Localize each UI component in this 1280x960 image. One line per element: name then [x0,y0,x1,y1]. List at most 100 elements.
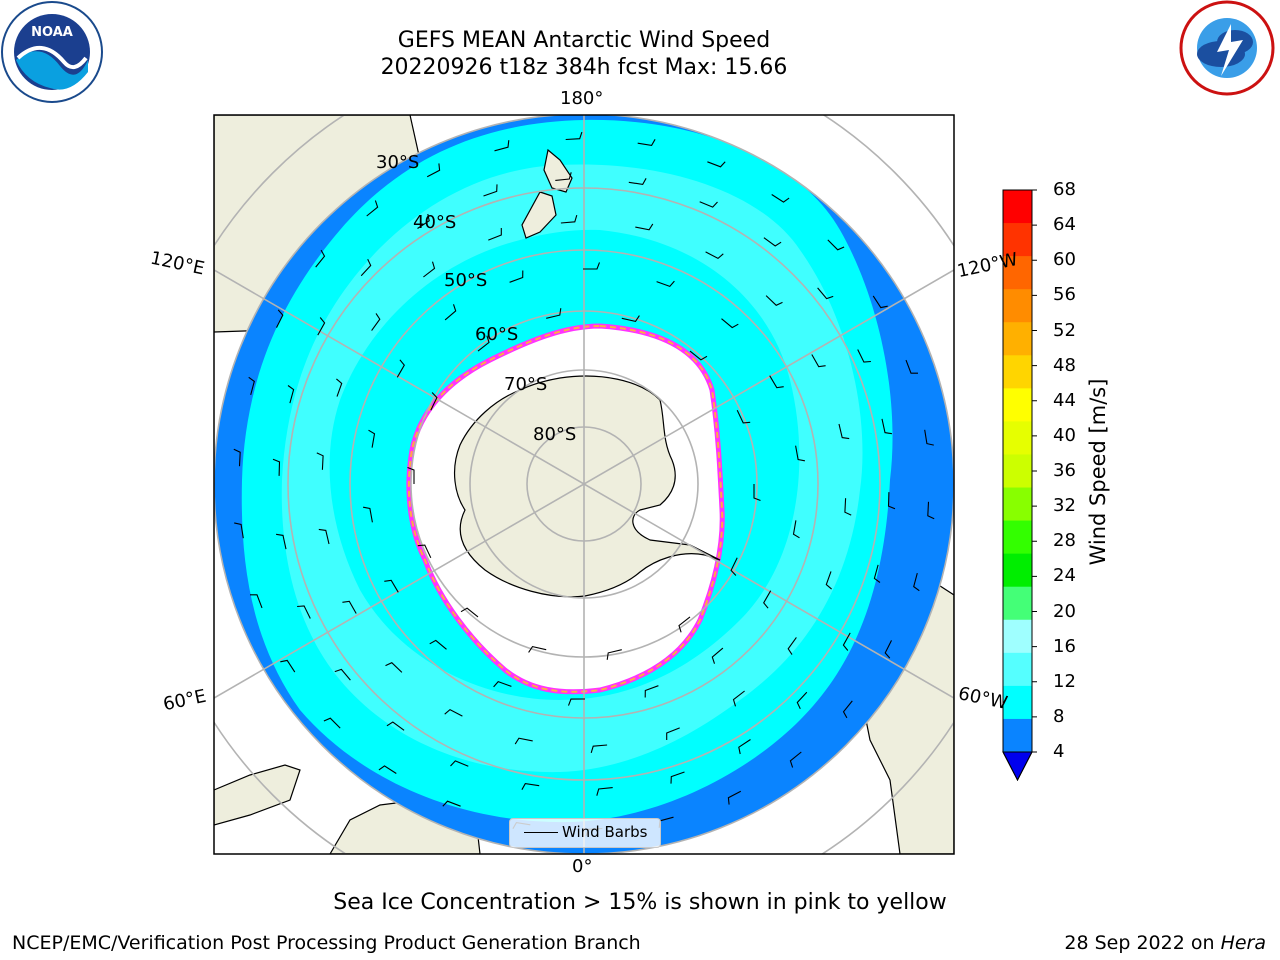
wind-barb [360,258,372,277]
wind-barb [842,632,851,651]
wind-barb [521,782,540,790]
wind-barb [927,501,935,520]
wind-barb [811,354,826,368]
colorbar-tick-label: 4 [1053,741,1065,762]
lat-label-40s: 40°S [413,212,457,233]
colorbar-tick-label: 68 [1053,179,1076,200]
colorbar-segment [1003,520,1032,555]
noaa-wordmark: NOAA [31,25,73,40]
wind-barb [272,458,281,476]
footer-date-text: 28 Sep 2022 on [1064,932,1215,954]
wind-barb [315,249,326,268]
wind-barb [386,721,405,731]
wind-barb [477,335,490,352]
wind-barb [444,708,463,717]
colorbar-segment [1003,256,1032,290]
wind-barb [430,392,438,411]
wind-barb [460,607,479,618]
wind-barb [514,737,533,745]
wind-barb [842,700,853,719]
wind-barb [378,765,397,774]
new-zealand-landmass [521,148,573,239]
wind-barb [426,163,441,178]
wind-barb [590,744,608,754]
colorbar-segment [1003,586,1032,621]
wind-barb [417,213,430,229]
colorbar-segment [1003,190,1032,224]
colorbar-tick-label: 44 [1053,389,1076,411]
wind-barb [924,429,934,446]
wind-barb [666,727,680,740]
colorbar-tick-label: 16 [1053,635,1076,657]
wind-barb [234,522,244,539]
colorbar-tick-label: 12 [1053,670,1076,692]
wind-barb [567,698,586,706]
wind-barb [621,315,640,323]
colorbar-tick-label: 24 [1053,565,1076,587]
colorbar-border [1002,189,1033,782]
footer-branch: NCEP/EMC/Verification Post Processing Pr… [12,932,641,954]
lat-label-50s: 50°S [444,270,488,291]
colorbar-segment [1003,289,1032,323]
wind-barb [707,161,726,168]
colorbar-tick-label: 64 [1053,214,1076,236]
colorbar-tick-label: 20 [1053,600,1076,622]
wind-barb [844,498,852,516]
wind-barb [637,139,656,147]
wind-barb [582,262,601,270]
colorbar-tick-label: 8 [1053,705,1065,727]
colorbar-segment [1003,223,1032,257]
wind-barb [825,571,832,590]
colorbar-tick-label: 52 [1053,319,1076,341]
wind-barb [423,261,436,278]
wind-barb [905,359,918,374]
wind-barb [792,520,800,539]
wind-barb [887,492,896,510]
wind-barb [488,228,502,241]
wind-barb [656,280,675,288]
colorbar-segment [1003,322,1032,356]
wind-barb [817,287,834,300]
colorbar-segment [1003,619,1032,654]
wind-barb [528,645,547,653]
wind-barb [913,572,920,592]
wind-barb [857,349,871,363]
colorbar-segment [1003,355,1032,389]
colorbar-label: Wind Speed [m/s] [1086,378,1110,566]
wind-barb [555,172,572,181]
wind-barb [678,616,691,633]
wind-barb [795,445,806,462]
wind-barb [442,800,461,807]
footer-host: Hera [1220,932,1266,954]
lon-label-180: 180° [560,88,604,109]
wind-barb [276,309,284,328]
wind-barb [371,313,381,331]
colorbar-extend-arrow [1002,751,1033,782]
wind-barb [884,640,892,659]
wind-barb [280,659,296,673]
wind-barb [881,418,892,435]
colorbar-segment [1003,652,1032,687]
colorbar-tick-label: 60 [1053,249,1076,271]
sea-ice-caption: Sea Ice Concentration > 15% is shown in … [333,890,947,915]
nws-logo [1179,0,1275,96]
wind-barb [396,359,405,378]
map-border [213,114,955,855]
wind-barb [334,668,351,681]
wind-barb [730,557,738,576]
graticule [214,115,954,854]
wind-barb [362,506,373,523]
lat-label-70s: 70°S [504,374,548,395]
colorbar [1002,189,1037,782]
wind-barb [509,270,524,283]
wind-barb [771,194,790,203]
wind-barb [711,647,724,664]
wind-barb [287,385,295,404]
colorbar-segment [1003,454,1032,489]
madagascar-landmass [214,764,301,826]
colorbar-tick-label: 56 [1053,284,1076,306]
wind-barb [316,452,324,470]
colorbar-tick-label: 32 [1053,495,1076,517]
colorbar-tick-label: 48 [1053,354,1076,376]
